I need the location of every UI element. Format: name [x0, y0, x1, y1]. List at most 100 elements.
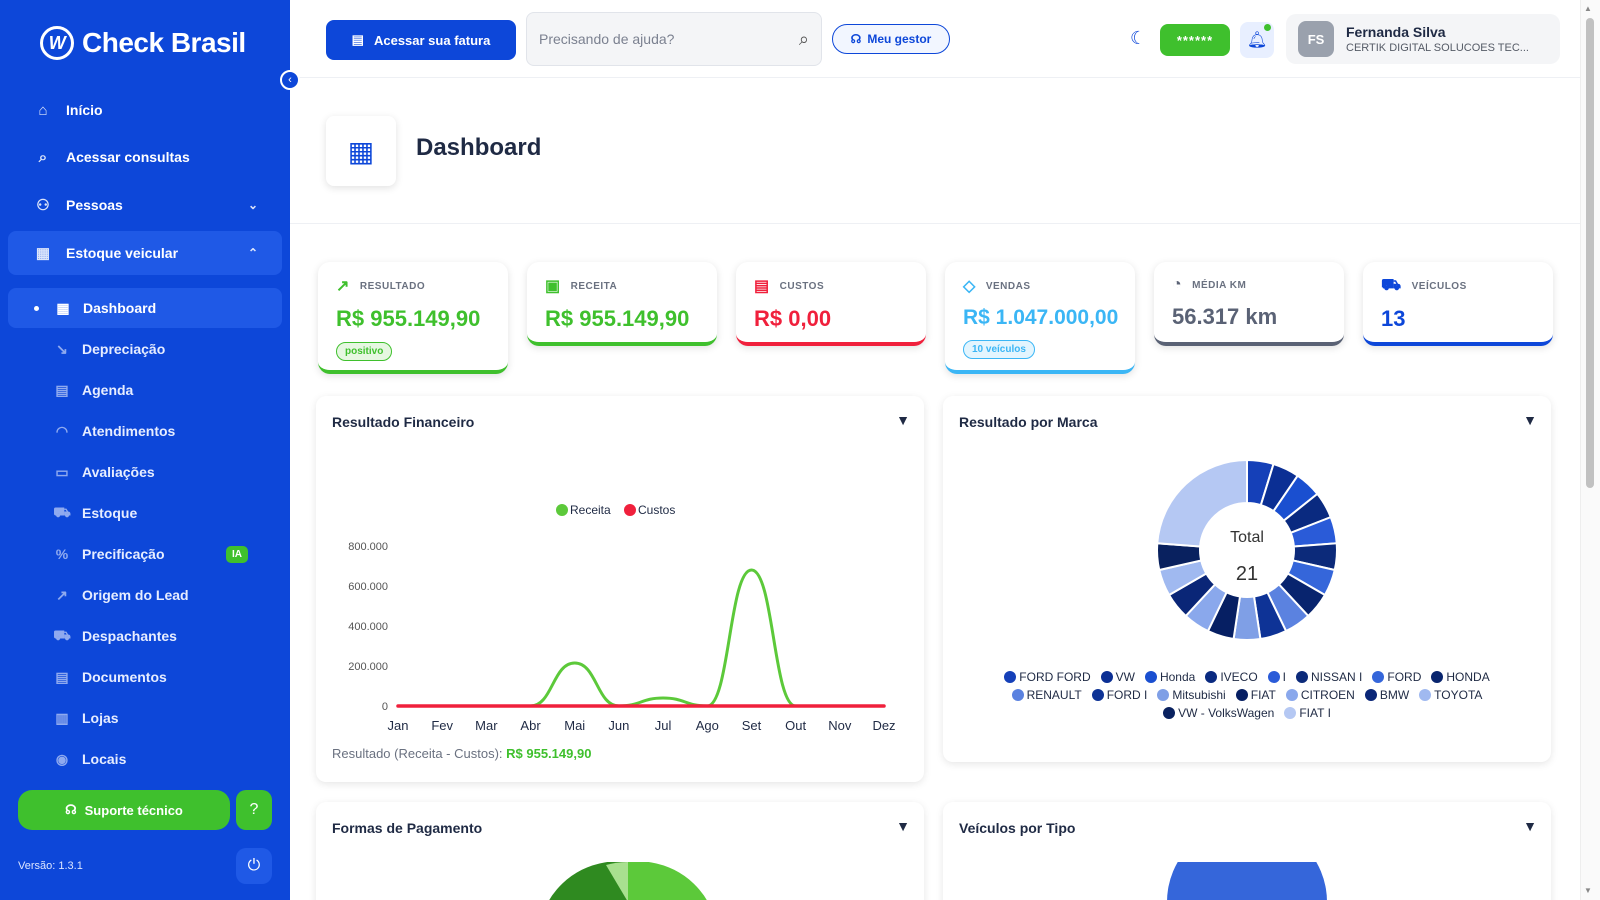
- sidebar-subitem-label: Dashboard: [83, 300, 157, 316]
- x-tick-label: Jul: [655, 718, 672, 733]
- legend-item[interactable]: HONDA: [1431, 670, 1490, 684]
- legend-item[interactable]: Receita: [556, 503, 611, 517]
- user-name: Fernanda Silva: [1346, 24, 1446, 40]
- brand-logo[interactable]: W Check Brasil: [40, 26, 246, 60]
- percent-icon: %: [55, 546, 69, 562]
- invoice-button[interactable]: ▤ Acessar sua fatura: [326, 20, 516, 60]
- sidebar-item-consultas[interactable]: ⌕ Acessar consultas: [8, 135, 282, 179]
- legend-label: Custos: [638, 503, 675, 517]
- home-icon: ⌂: [38, 101, 48, 119]
- user-menu[interactable]: FS Fernanda Silva CERTIK DIGITAL SOLUCOE…: [1286, 14, 1560, 64]
- series-line: [396, 568, 886, 708]
- legend-item[interactable]: FORD: [1372, 670, 1421, 684]
- legend-item[interactable]: Mitsubishi: [1157, 688, 1226, 702]
- filter-icon[interactable]: ▼: [896, 412, 910, 428]
- legend-item[interactable]: VW: [1100, 670, 1135, 684]
- legend-item[interactable]: IVECO: [1205, 670, 1258, 684]
- legend-swatch: [1157, 689, 1170, 701]
- sidebar-item-label: Pessoas: [66, 197, 123, 213]
- legend-label: FIAT I: [1299, 706, 1331, 720]
- sidebar-subitem-despachantes[interactable]: ⛟ Despachantes: [8, 616, 282, 656]
- kpi-resultado: ↗ RESULTADO R$ 955.149,90 positivo: [318, 262, 508, 374]
- sidebar-subitem-precificacao[interactable]: % Precificação IA: [8, 534, 282, 574]
- scroll-down-icon[interactable]: ▼: [1584, 886, 1592, 895]
- legend-label: RENAULT: [1026, 688, 1082, 702]
- manager-button[interactable]: ☊ Meu gestor: [832, 24, 950, 54]
- dark-mode-icon[interactable]: ☾: [1130, 28, 1147, 48]
- notifications-button[interactable]: 🔔︎: [1240, 22, 1274, 58]
- scroll-up-icon[interactable]: ▲: [1584, 4, 1592, 13]
- logo-mark-icon: W: [40, 26, 74, 60]
- vehicle-types-panel: Veículos por Tipo ▼: [943, 802, 1551, 900]
- legend-swatch: [1004, 671, 1017, 683]
- legend-swatch: [556, 504, 568, 516]
- kpi-value: R$ 955.149,90: [336, 306, 481, 331]
- sidebar-subitem-estoque[interactable]: ⛟ Estoque: [8, 493, 282, 533]
- sidebar-subitem-avaliacoes[interactable]: ▭ Avaliações: [8, 452, 282, 492]
- support-button[interactable]: ☊ Suporte técnico: [18, 790, 230, 830]
- sidebar-subitem-origem-lead[interactable]: ↗ Origem do Lead: [8, 575, 282, 615]
- legend-swatch: [1431, 671, 1444, 683]
- tag-icon: ◇: [963, 278, 976, 295]
- receipt-icon: ▤: [754, 278, 770, 295]
- legend-item[interactable]: TOYOTA: [1419, 688, 1482, 702]
- scrollbar-thumb[interactable]: [1586, 18, 1594, 488]
- masked-value-toggle[interactable]: ******: [1160, 24, 1230, 56]
- brand-name: Check Brasil: [82, 27, 246, 58]
- power-icon: ⏻: [247, 857, 261, 874]
- document-icon: ▤: [55, 668, 69, 685]
- sidebar-item-pessoas[interactable]: ⚇ Pessoas ⌄: [8, 183, 282, 227]
- collapse-sidebar-button[interactable]: ‹: [280, 70, 300, 90]
- legend-item[interactable]: CITROEN: [1285, 688, 1355, 702]
- legend-item[interactable]: RENAULT: [1011, 688, 1082, 702]
- sidebar-subitem-agenda[interactable]: ▤ Agenda: [8, 370, 282, 410]
- sidebar-subitem-documentos[interactable]: ▤ Documentos: [8, 657, 282, 697]
- sidebar-subitem-lojas[interactable]: ▥ Lojas: [8, 698, 282, 738]
- legend-item[interactable]: BMW: [1364, 688, 1409, 702]
- manager-label: Meu gestor: [867, 32, 932, 46]
- sidebar-item-label: Acessar consultas: [66, 149, 190, 165]
- legend-item[interactable]: I: [1267, 670, 1286, 684]
- legend-item[interactable]: Custos: [624, 503, 675, 517]
- legend-label: CITROEN: [1300, 688, 1355, 702]
- trend-up-icon: ↗: [336, 278, 350, 295]
- logout-button[interactable]: ⏻: [236, 848, 272, 884]
- search-icon[interactable]: ⌕: [798, 28, 809, 49]
- donut-slice[interactable]: [1156, 460, 1248, 548]
- chevron-down-icon: ⌄: [247, 198, 258, 212]
- x-tick-label: Out: [785, 718, 806, 733]
- sidebar-subitem-dashboard[interactable]: ▦ Dashboard: [8, 288, 282, 328]
- legend-swatch: [1100, 671, 1113, 683]
- kpi-label: RECEITA: [570, 280, 618, 292]
- legend-item[interactable]: FORD I: [1091, 688, 1147, 702]
- panel-title: Resultado por Marca: [959, 414, 1098, 430]
- help-search-input[interactable]: [539, 31, 799, 47]
- sidebar-item-estoque-veicular[interactable]: ▦ Estoque veicular ⌃: [8, 231, 282, 275]
- filter-icon[interactable]: ▼: [1523, 818, 1537, 834]
- help-button[interactable]: ?: [236, 790, 272, 830]
- sidebar-subitem-locais[interactable]: ◉ Locais: [8, 739, 282, 779]
- topbar: ▤ Acessar sua fatura ⌕ ☊ Meu gestor ☾ **…: [290, 0, 1580, 78]
- legend-item[interactable]: FORD FORD: [1004, 670, 1091, 684]
- sidebar-item-inicio[interactable]: ⌂ Início: [8, 88, 282, 132]
- legend-item[interactable]: NISSAN I: [1296, 670, 1362, 684]
- legend-item[interactable]: Honda: [1144, 670, 1195, 684]
- financial-result-panel: Resultado Financeiro ▼ Receita Custos 800.…: [316, 396, 924, 782]
- payment-pie-chart: [549, 862, 707, 900]
- brand-result-panel: Resultado por Marca ▼ Total 21 FORD FORD V…: [943, 396, 1551, 762]
- legend-item[interactable]: FIAT I: [1284, 706, 1331, 720]
- kpi-value: 13: [1381, 306, 1406, 331]
- legend-item[interactable]: FIAT: [1235, 688, 1276, 702]
- sidebar-item-label: Início: [66, 102, 103, 118]
- payment-methods-panel: Formas de Pagamento ▼: [316, 802, 924, 900]
- sidebar-subitem-depreciacao[interactable]: ↘ Depreciação: [8, 329, 282, 369]
- sidebar-subitem-label: Estoque: [82, 505, 138, 521]
- sidebar-subitem-label: Agenda: [82, 382, 134, 398]
- sidebar-subitem-atendimentos[interactable]: ◠ Atendimentos: [8, 411, 282, 451]
- filter-icon[interactable]: ▼: [1523, 412, 1537, 428]
- legend-swatch: [1267, 671, 1280, 683]
- result-label: Resultado (Receita - Custos):: [332, 746, 503, 761]
- legend-item[interactable]: VW - VolksWagen: [1163, 706, 1274, 720]
- x-tick-label: Dez: [872, 718, 895, 733]
- filter-icon[interactable]: ▼: [896, 818, 910, 834]
